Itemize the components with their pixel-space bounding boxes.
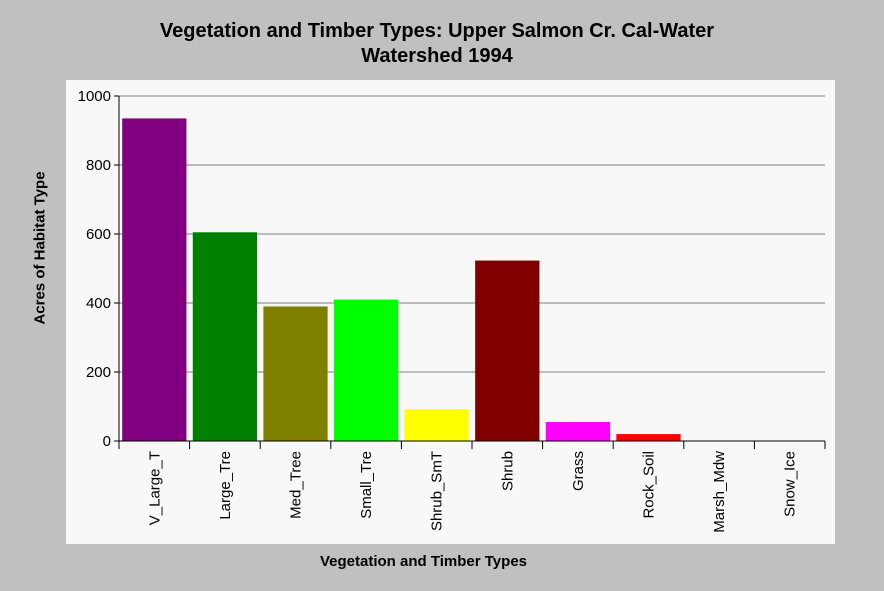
bar-v-large-t [122, 118, 187, 442]
x-tick-label: Shrub_SmT [429, 451, 446, 531]
chart-title-line-2: Watershed 1994 [361, 45, 513, 67]
bar-rock-soil [616, 434, 681, 441]
bar-shrub [475, 260, 540, 441]
y-tick-label: 200 [86, 364, 111, 381]
bar-grass [545, 422, 611, 441]
x-tick-label: Rock_Soil [641, 451, 658, 519]
chart-title: Vegetation and Timber Types: Upper Salmo… [0, 19, 874, 69]
x-axis-label: Vegetation and Timber Types [320, 553, 527, 570]
x-tick-label: Small_Tre [358, 451, 375, 519]
chart-title-line-1: Vegetation and Timber Types: Upper Salmo… [159, 20, 715, 42]
y-tick-label: 400 [86, 295, 111, 312]
y-tick-label: 600 [86, 226, 111, 243]
x-tick-label: V_Large_T [146, 451, 163, 525]
y-axis-label: Acres of Habitat Type [31, 171, 49, 325]
bar-shrub-smt [404, 409, 469, 441]
x-tick-label: Shrub [499, 451, 516, 491]
bar-small-tre [333, 299, 399, 441]
x-tick-label: Large_Tre [217, 451, 234, 520]
y-tick-label: 0 [103, 433, 111, 450]
x-tick-label: Grass [570, 451, 587, 491]
bar-large-tre [192, 232, 258, 441]
y-tick-label: 1000 [78, 88, 111, 105]
x-tick-label: Snow_Ice [782, 451, 799, 517]
y-tick-label: 800 [86, 157, 111, 174]
x-tick-label: Med_Tree [288, 451, 305, 519]
x-tick-label: Marsh_Mdw [711, 451, 728, 533]
bar-med-tree [263, 306, 328, 441]
